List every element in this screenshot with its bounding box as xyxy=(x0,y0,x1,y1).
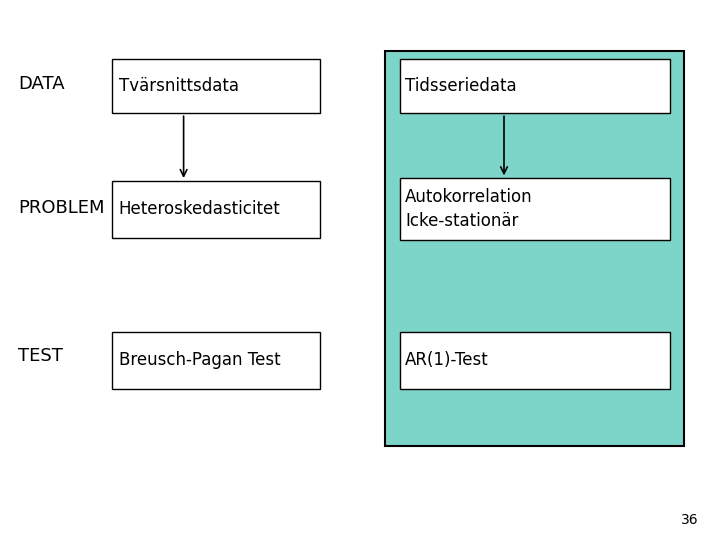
Bar xyxy=(112,332,320,389)
Text: Heteroskedasticitet: Heteroskedasticitet xyxy=(119,200,281,218)
Text: 36: 36 xyxy=(681,512,698,526)
Bar xyxy=(112,181,320,238)
Bar xyxy=(400,332,670,389)
Text: Autokorrelation
Icke-stationär: Autokorrelation Icke-stationär xyxy=(405,188,533,230)
Bar xyxy=(385,51,684,446)
Bar xyxy=(112,59,320,113)
Bar xyxy=(400,59,670,113)
Bar xyxy=(400,178,670,240)
Text: Tvärsnittsdata: Tvärsnittsdata xyxy=(119,77,239,96)
Text: Breusch-Pagan Test: Breusch-Pagan Test xyxy=(119,352,280,369)
Text: TEST: TEST xyxy=(18,347,63,366)
Text: Tidsseriedata: Tidsseriedata xyxy=(405,77,517,96)
Text: AR(1)-Test: AR(1)-Test xyxy=(405,352,489,369)
Text: DATA: DATA xyxy=(18,75,65,93)
Text: PROBLEM: PROBLEM xyxy=(18,199,104,217)
